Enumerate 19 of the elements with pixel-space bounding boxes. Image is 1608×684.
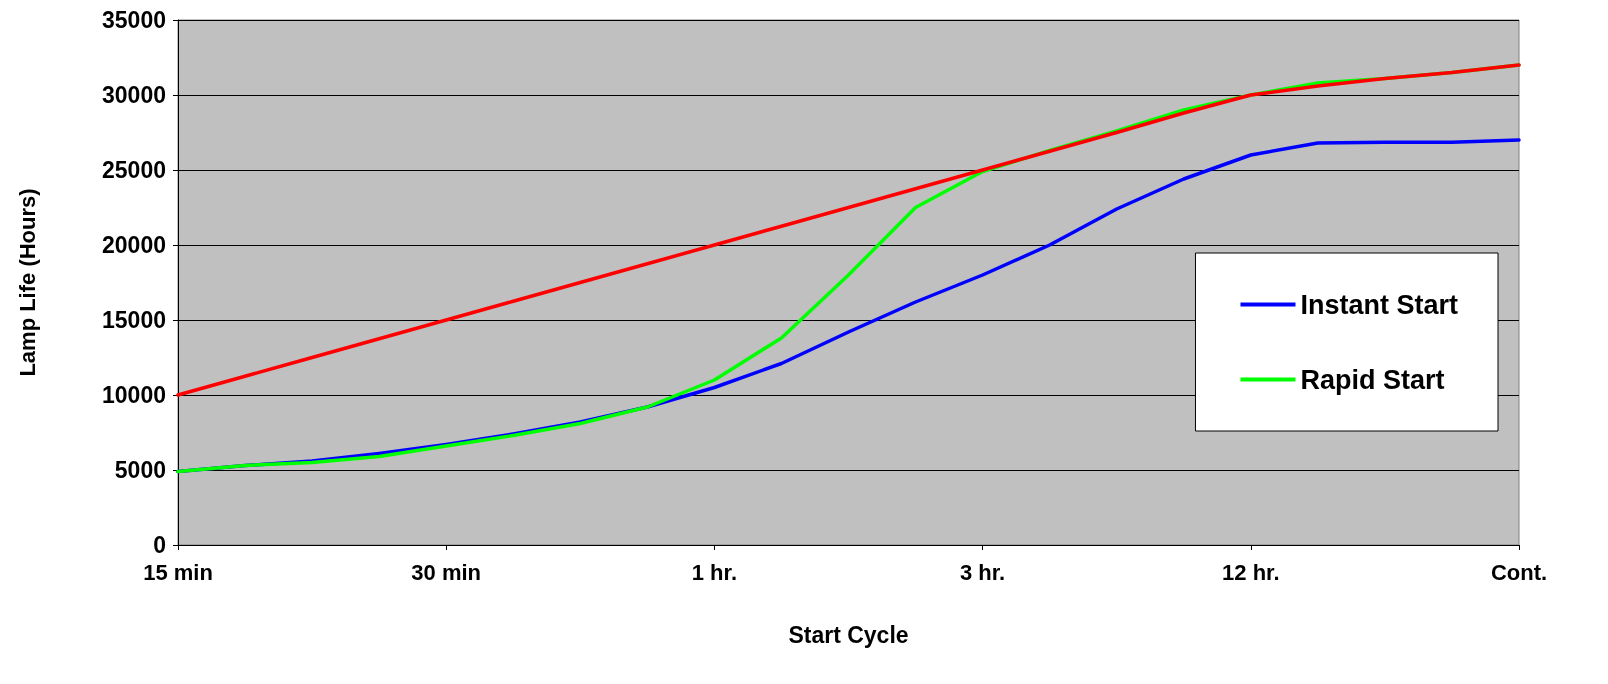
x-tick-label: 3 hr. xyxy=(959,559,1006,585)
x-tick-label: 12 hr. xyxy=(1222,559,1280,585)
legend-label: Instant Start xyxy=(1300,289,1459,320)
line-series xyxy=(176,63,1521,397)
y-tick-label: 0 xyxy=(153,532,166,558)
y-tick-label: 10000 xyxy=(102,382,166,408)
y-tick-label: 35000 xyxy=(102,7,166,33)
y-tick-label: 5000 xyxy=(114,457,166,483)
y-tick-label: 30000 xyxy=(102,82,166,108)
y-axis-title: Lamp Life (Hours) xyxy=(14,188,40,377)
y-tick-label: 25000 xyxy=(102,157,166,183)
y-tick-label: 15000 xyxy=(102,307,166,333)
x-tick-label: Cont. xyxy=(1490,559,1548,585)
y-tick-label: 20000 xyxy=(102,232,166,258)
x-tick-label: 30 min xyxy=(411,559,482,585)
x-tick-label: 1 hr. xyxy=(691,559,738,585)
x-axis-title: Start Cycle xyxy=(788,621,909,648)
legend-label: Rapid Start xyxy=(1300,364,1445,395)
x-tick-label: 15 min xyxy=(143,559,213,585)
